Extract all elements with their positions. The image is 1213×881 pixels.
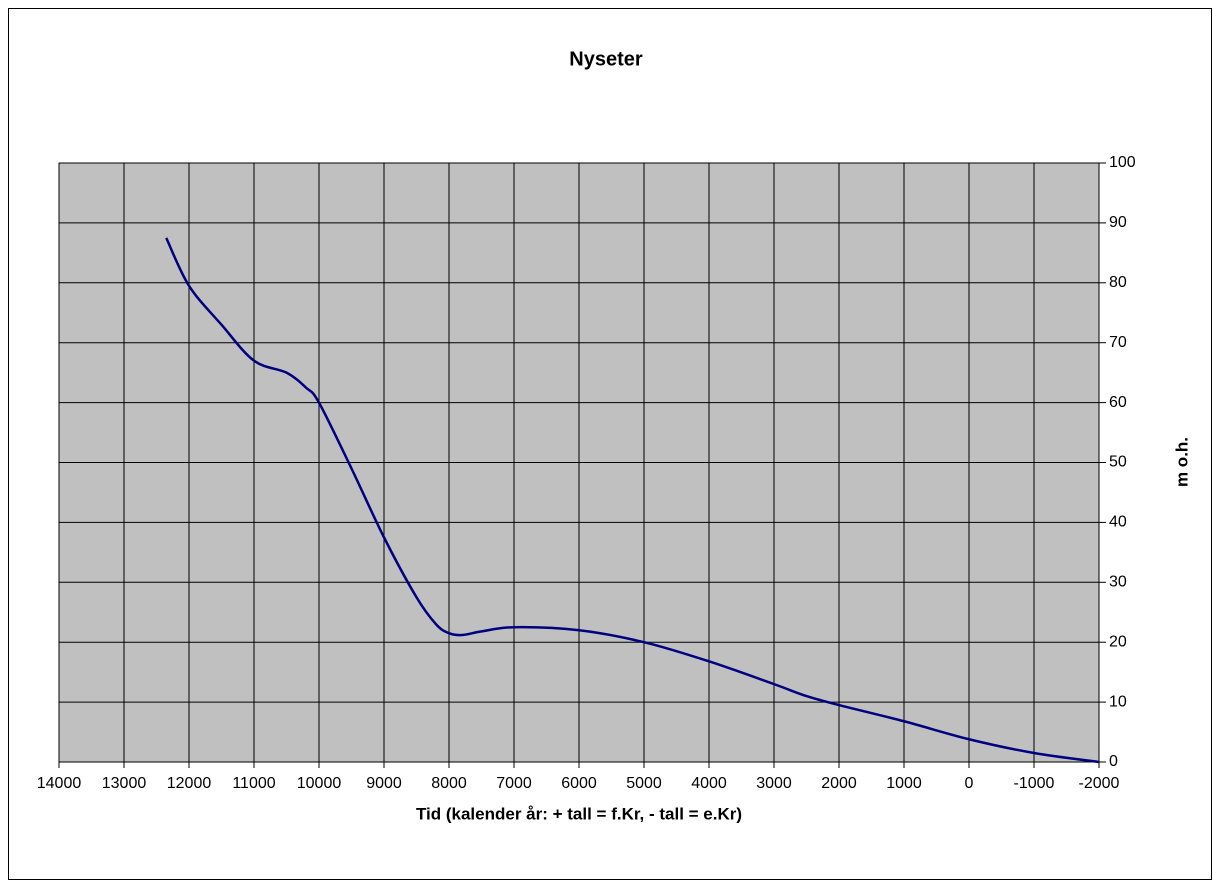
x-tick-label: 8000 — [431, 775, 467, 792]
x-tick-label: 7000 — [496, 775, 532, 792]
y-axis-title: m o.h. — [1172, 437, 1191, 487]
y-tick-label: 100 — [1109, 154, 1136, 171]
y-tick-label: 40 — [1109, 514, 1127, 531]
x-tick-label: 12000 — [167, 775, 212, 792]
x-tick-label: 11000 — [232, 775, 275, 792]
x-tick-label: 1000 — [886, 775, 922, 792]
data-line — [165, 237, 1100, 764]
y-tick-label: 30 — [1109, 574, 1127, 591]
x-tick-label: -2000 — [1079, 775, 1120, 792]
x-tick-label: 3000 — [756, 775, 792, 792]
x-tick-label: 13000 — [102, 775, 147, 792]
x-tick-label: 6000 — [561, 775, 597, 792]
x-tick-label: 9000 — [366, 775, 402, 792]
x-tick-label: 4000 — [691, 775, 727, 792]
x-tick-label: 0 — [965, 775, 974, 792]
x-tick-label: 14000 — [37, 775, 82, 792]
y-tick-label: 60 — [1109, 394, 1127, 411]
y-tick-label: 50 — [1109, 454, 1127, 471]
x-axis-title: Tid (kalender år: + tall = f.Kr, - tall … — [416, 804, 742, 823]
y-tick-label: 90 — [1109, 214, 1127, 231]
y-tick-label: 10 — [1109, 693, 1127, 710]
chart-title: Nyseter — [569, 48, 643, 70]
x-tick-label: 5000 — [626, 775, 662, 792]
y-tick-label: 80 — [1109, 274, 1127, 291]
x-tick-label: 10000 — [297, 775, 342, 792]
y-tick-label: 20 — [1109, 633, 1127, 650]
x-tick-label: -1000 — [1014, 775, 1055, 792]
y-tick-label: 0 — [1109, 753, 1118, 770]
x-tick-label: 2000 — [821, 775, 857, 792]
y-tick-label: 70 — [1109, 334, 1127, 351]
